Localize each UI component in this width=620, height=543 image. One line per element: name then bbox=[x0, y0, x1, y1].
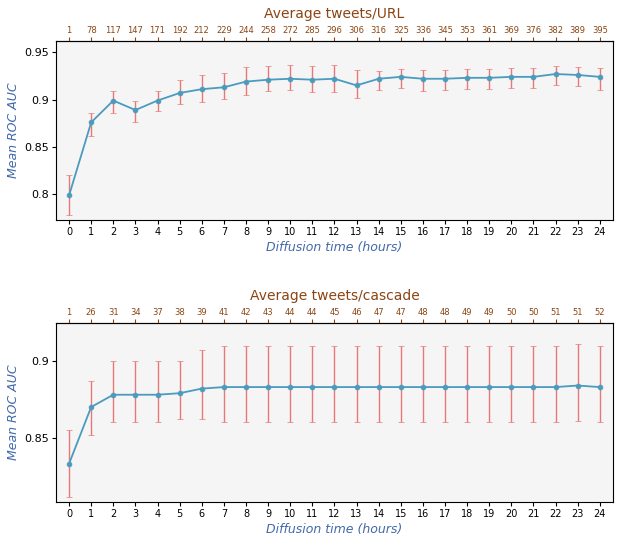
Y-axis label: Mean ROC AUC: Mean ROC AUC bbox=[7, 83, 20, 178]
X-axis label: Diffusion time (hours): Diffusion time (hours) bbox=[267, 241, 402, 254]
X-axis label: Diffusion time (hours): Diffusion time (hours) bbox=[267, 523, 402, 536]
Y-axis label: Mean ROC AUC: Mean ROC AUC bbox=[7, 364, 20, 460]
X-axis label: Average tweets/cascade: Average tweets/cascade bbox=[250, 289, 419, 303]
X-axis label: Average tweets/URL: Average tweets/URL bbox=[264, 7, 405, 21]
